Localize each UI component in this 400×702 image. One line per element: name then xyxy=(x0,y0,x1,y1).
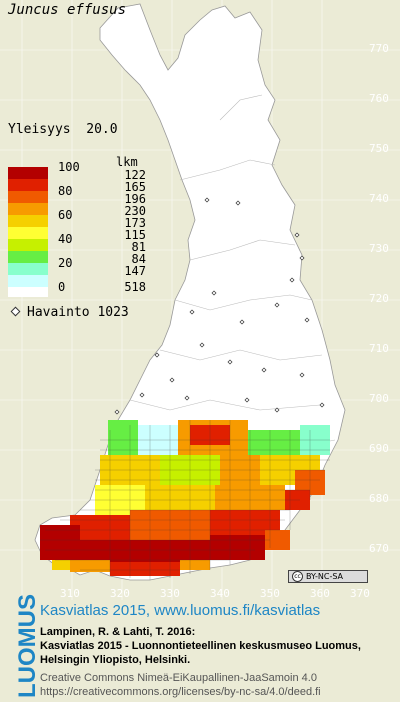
y-tick: 700 xyxy=(369,392,389,405)
map-legend: lkm 100 80 60 40 20 0 122 165 196 230 17… xyxy=(8,155,148,297)
cc-icon: cc xyxy=(292,571,303,582)
finland-distribution-map xyxy=(0,0,400,600)
legend-count-1: 165 xyxy=(124,180,146,194)
observation-label: Havainto xyxy=(27,305,90,320)
cc-badge-label: BY-NC-SA xyxy=(306,572,344,581)
diamond-icon xyxy=(10,306,21,317)
y-tick: 770 xyxy=(369,42,389,55)
x-tick: 320 xyxy=(110,587,130,600)
y-tick: 710 xyxy=(369,342,389,355)
observation-markers xyxy=(114,197,325,415)
x-tick: 330 xyxy=(160,587,180,600)
y-tick: 670 xyxy=(369,542,389,555)
license-line-1: Creative Commons Nimeä-EiKaupallinen-Jaa… xyxy=(40,672,317,684)
legend-count-4: 173 xyxy=(124,216,146,230)
legend-swatch-9 xyxy=(8,275,48,287)
y-tick: 730 xyxy=(369,242,389,255)
legend-count-7: 84 xyxy=(131,252,146,266)
y-tick: 690 xyxy=(369,442,389,455)
y-tick: 760 xyxy=(369,92,389,105)
legend-swatch-4 xyxy=(8,215,48,227)
x-tick: 370 xyxy=(350,587,370,600)
y-tick: 750 xyxy=(369,142,389,155)
x-tick: 340 xyxy=(210,587,230,600)
luomus-logo: LUOMUS xyxy=(14,594,41,698)
x-tick: 310 xyxy=(60,587,80,600)
legend-count-2: 196 xyxy=(124,192,146,206)
legend-label-20: 20 xyxy=(58,256,73,270)
y-tick: 720 xyxy=(369,292,389,305)
legend-swatch-6 xyxy=(8,239,48,251)
citation-line-3: Helsingin Yliopisto, Helsinki. xyxy=(40,654,191,666)
observation-count: 1023 xyxy=(97,305,129,320)
legend-label-0: 0 xyxy=(58,280,66,294)
legend-label-60: 60 xyxy=(58,208,73,222)
license-url[interactable]: https://creativecommons.org/licenses/by-… xyxy=(40,686,321,698)
legend-count-0: 122 xyxy=(124,168,146,182)
citation-line-1: Lampinen, R. & Lahti, T. 2016: xyxy=(40,626,196,638)
citation-line-2: Kasviatlas 2015 - Luonnontieteellinen ke… xyxy=(40,640,361,652)
legend-count-5: 115 xyxy=(124,228,146,242)
species-title: Juncus effusus xyxy=(8,2,127,18)
y-tick: 740 xyxy=(369,192,389,205)
legend-swatch-0 xyxy=(8,167,48,179)
footer xyxy=(0,600,400,702)
frequency-value: 20.0 xyxy=(86,122,118,137)
distribution-cells xyxy=(40,420,330,576)
x-tick: 360 xyxy=(310,587,330,600)
legend-label-40: 40 xyxy=(58,232,73,246)
legend-swatch-8 xyxy=(8,263,48,275)
legend-label-80: 80 xyxy=(58,184,73,198)
legend-swatch-5 xyxy=(8,227,48,239)
frequency-label: Yleisyys xyxy=(8,122,71,137)
frequency-readout: Yleisyys 20.0 xyxy=(8,122,118,137)
observation-hatch xyxy=(40,420,330,580)
legend-count-3: 230 xyxy=(124,204,146,218)
legend-count-10: 518 xyxy=(124,280,146,294)
legend-count-6: 81 xyxy=(131,240,146,254)
kasviatlas-link[interactable]: Kasviatlas 2015, www.luomus.fi/kasviatla… xyxy=(40,602,321,619)
legend-count-8: 147 xyxy=(124,264,146,278)
legend-unit: lkm xyxy=(116,155,138,169)
legend-swatch-1 xyxy=(8,179,48,191)
cc-license-badge[interactable]: cc BY-NC-SA xyxy=(288,570,368,583)
legend-swatch-10 xyxy=(8,287,48,297)
y-tick: 680 xyxy=(369,492,389,505)
observation-legend: Havainto 1023 xyxy=(8,305,129,320)
legend-label-100: 100 xyxy=(58,160,80,174)
legend-swatch-2 xyxy=(8,191,48,203)
legend-swatch-3 xyxy=(8,203,48,215)
x-tick: 350 xyxy=(260,587,280,600)
legend-swatch-7 xyxy=(8,251,48,263)
